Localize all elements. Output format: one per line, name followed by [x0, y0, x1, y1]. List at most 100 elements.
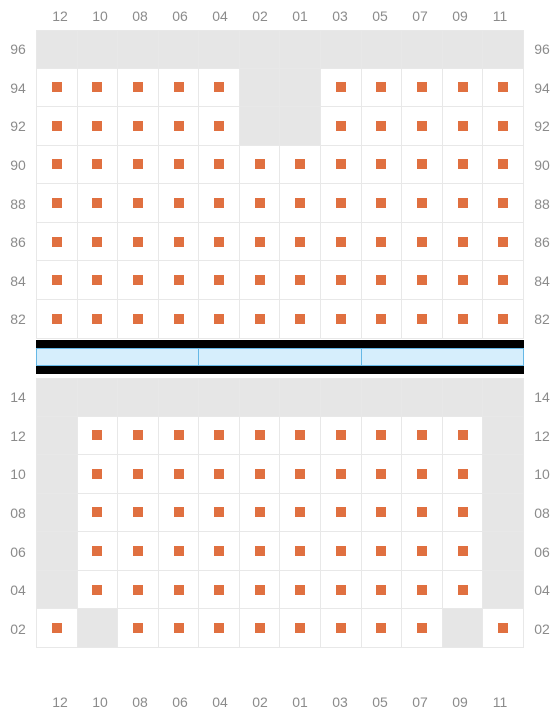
seat-filled[interactable] — [199, 609, 240, 648]
seat-filled[interactable] — [240, 223, 281, 262]
seat-filled[interactable] — [280, 532, 321, 571]
seat-filled[interactable] — [199, 494, 240, 533]
seat-filled[interactable] — [280, 223, 321, 262]
seat-filled[interactable] — [240, 571, 281, 610]
seat-filled[interactable] — [483, 300, 524, 339]
seat-filled[interactable] — [321, 223, 362, 262]
seat-filled[interactable] — [118, 532, 159, 571]
seat-filled[interactable] — [321, 609, 362, 648]
seat-filled[interactable] — [118, 146, 159, 185]
seat-filled[interactable] — [321, 261, 362, 300]
seat-filled[interactable] — [199, 69, 240, 108]
seat-filled[interactable] — [78, 184, 119, 223]
seat-filled[interactable] — [483, 609, 524, 648]
seat-filled[interactable] — [159, 455, 200, 494]
seat-filled[interactable] — [443, 532, 484, 571]
seat-filled[interactable] — [36, 609, 78, 648]
seat-filled[interactable] — [443, 417, 484, 456]
seat-filled[interactable] — [118, 107, 159, 146]
seat-filled[interactable] — [280, 455, 321, 494]
seat-filled[interactable] — [483, 261, 524, 300]
seat-filled[interactable] — [159, 532, 200, 571]
seat-filled[interactable] — [159, 146, 200, 185]
seat-filled[interactable] — [118, 223, 159, 262]
seat-filled[interactable] — [240, 300, 281, 339]
seat-filled[interactable] — [199, 107, 240, 146]
seat-filled[interactable] — [240, 609, 281, 648]
seat-filled[interactable] — [362, 300, 403, 339]
seat-filled[interactable] — [118, 261, 159, 300]
seat-filled[interactable] — [402, 571, 443, 610]
seat-filled[interactable] — [159, 223, 200, 262]
seat-filled[interactable] — [402, 146, 443, 185]
seat-filled[interactable] — [36, 261, 78, 300]
seat-filled[interactable] — [118, 300, 159, 339]
seat-filled[interactable] — [159, 261, 200, 300]
seat-filled[interactable] — [118, 571, 159, 610]
seat-filled[interactable] — [199, 223, 240, 262]
seat-filled[interactable] — [362, 223, 403, 262]
seat-filled[interactable] — [240, 146, 281, 185]
seat-filled[interactable] — [402, 69, 443, 108]
seat-filled[interactable] — [280, 494, 321, 533]
seat-filled[interactable] — [78, 494, 119, 533]
seat-filled[interactable] — [199, 261, 240, 300]
seat-filled[interactable] — [78, 107, 119, 146]
seat-filled[interactable] — [362, 494, 403, 533]
seat-filled[interactable] — [321, 417, 362, 456]
seat-filled[interactable] — [483, 69, 524, 108]
seat-filled[interactable] — [159, 571, 200, 610]
seat-filled[interactable] — [159, 300, 200, 339]
seat-filled[interactable] — [78, 223, 119, 262]
seat-filled[interactable] — [159, 609, 200, 648]
seat-filled[interactable] — [78, 571, 119, 610]
seat-filled[interactable] — [78, 300, 119, 339]
seat-filled[interactable] — [199, 417, 240, 456]
seat-filled[interactable] — [36, 107, 78, 146]
seat-filled[interactable] — [483, 223, 524, 262]
seat-filled[interactable] — [362, 417, 403, 456]
seat-filled[interactable] — [362, 571, 403, 610]
seat-filled[interactable] — [362, 69, 403, 108]
seat-filled[interactable] — [443, 69, 484, 108]
seat-filled[interactable] — [280, 571, 321, 610]
seat-filled[interactable] — [362, 261, 403, 300]
seat-filled[interactable] — [321, 494, 362, 533]
seat-filled[interactable] — [362, 609, 403, 648]
seat-filled[interactable] — [402, 223, 443, 262]
seat-filled[interactable] — [402, 494, 443, 533]
seat-filled[interactable] — [240, 261, 281, 300]
seat-filled[interactable] — [280, 300, 321, 339]
seat-filled[interactable] — [321, 455, 362, 494]
seat-filled[interactable] — [159, 417, 200, 456]
seat-filled[interactable] — [402, 184, 443, 223]
seat-filled[interactable] — [362, 184, 403, 223]
seat-filled[interactable] — [199, 300, 240, 339]
seat-filled[interactable] — [118, 184, 159, 223]
seat-filled[interactable] — [118, 417, 159, 456]
seat-filled[interactable] — [362, 455, 403, 494]
seat-filled[interactable] — [443, 494, 484, 533]
seat-filled[interactable] — [443, 571, 484, 610]
seat-filled[interactable] — [443, 300, 484, 339]
seat-filled[interactable] — [118, 455, 159, 494]
seat-filled[interactable] — [483, 184, 524, 223]
seat-filled[interactable] — [402, 107, 443, 146]
seat-filled[interactable] — [402, 261, 443, 300]
seat-filled[interactable] — [443, 184, 484, 223]
seat-filled[interactable] — [321, 300, 362, 339]
seat-filled[interactable] — [402, 609, 443, 648]
seat-filled[interactable] — [159, 69, 200, 108]
seat-filled[interactable] — [443, 107, 484, 146]
seat-filled[interactable] — [321, 184, 362, 223]
seat-filled[interactable] — [118, 609, 159, 648]
seat-filled[interactable] — [443, 455, 484, 494]
seat-filled[interactable] — [443, 261, 484, 300]
seat-filled[interactable] — [199, 532, 240, 571]
seat-filled[interactable] — [199, 455, 240, 494]
seat-filled[interactable] — [159, 107, 200, 146]
seat-filled[interactable] — [78, 455, 119, 494]
seat-filled[interactable] — [321, 571, 362, 610]
seat-filled[interactable] — [36, 69, 78, 108]
seat-filled[interactable] — [443, 146, 484, 185]
